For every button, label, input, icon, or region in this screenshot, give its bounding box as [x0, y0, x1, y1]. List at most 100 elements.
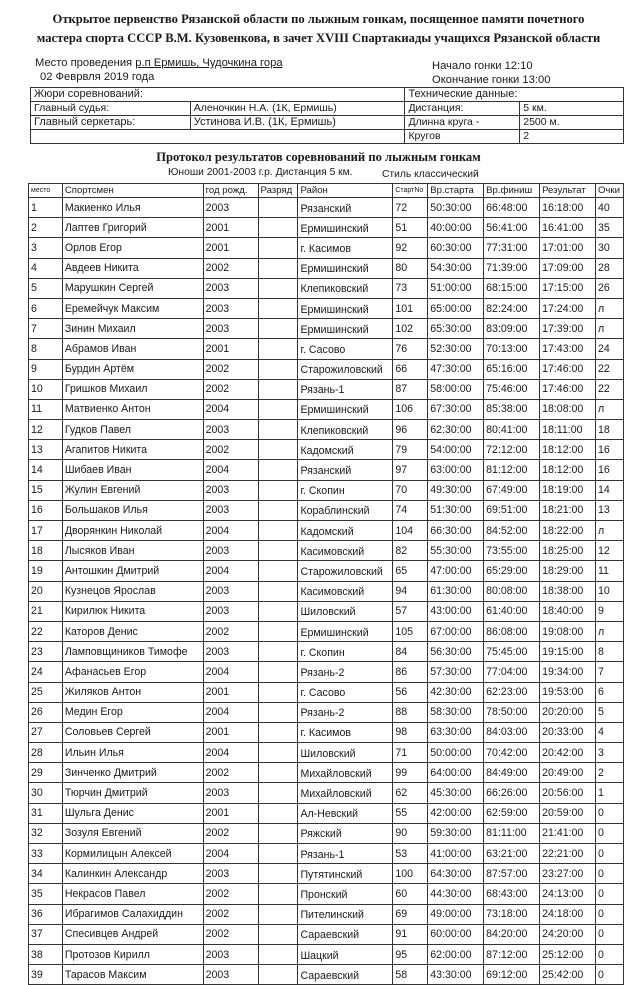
jury-technical-table: Жюри соревнований: Технические данные: Г…	[29, 87, 624, 144]
cell-rank	[257, 580, 299, 602]
cell-finish-time: 66:48:00	[483, 196, 541, 219]
cell-district: Рязань-2	[297, 701, 394, 723]
cell-start-number: 104	[392, 519, 429, 542]
cell-birth-year: 2004	[202, 701, 259, 723]
cell-rank	[257, 277, 299, 299]
cell-start-number: 55	[392, 802, 429, 824]
cell-result: 18:19:00	[539, 479, 596, 501]
cell-birth-year: 2003	[202, 499, 259, 522]
cell-place: 4	[28, 257, 63, 279]
cell-place: 32	[28, 822, 63, 845]
table-row: 5 Марушкин Сергей 2003 Клепиковский 73 51:00:…	[28, 277, 625, 299]
cell-place: 23	[28, 641, 63, 663]
cell-athlete: Кормилицын Алексей	[61, 842, 204, 865]
cell-place: 25	[28, 681, 63, 703]
cell-place: 13	[28, 439, 63, 461]
cell-finish-time: 87:12:00	[483, 943, 541, 966]
cell-athlete: Тюрчин Дмитрий	[61, 782, 204, 804]
cell-finish-time: 86:08:00	[483, 620, 541, 643]
table-row: 19 Антошкин Дмитрий 2004 Старожиловский 65 47…	[28, 560, 625, 582]
cell-place: 2	[28, 217, 63, 239]
cell-birth-year: 2004	[202, 560, 259, 582]
cell-district: Ермишинский	[297, 318, 394, 340]
cell-birth-year: 2002	[202, 903, 259, 925]
cell-start-number: 88	[392, 701, 429, 723]
cell-result: 24:20:00	[539, 923, 596, 945]
cell-birth-year: 2003	[202, 964, 259, 985]
cell-points: 0	[594, 802, 625, 824]
cell-athlete: Афанасьев Егор	[61, 661, 204, 683]
cell-birth-year: 2003	[202, 641, 259, 663]
cell-rank	[257, 661, 299, 683]
cell-result: 19:34:00	[539, 661, 596, 683]
cell-rank	[257, 964, 299, 985]
cell-athlete: Гудков Павел	[61, 419, 204, 441]
cell-result: 18:11:00	[539, 419, 596, 441]
cell-start-number: 62	[392, 782, 429, 804]
cell-result: 18:12:00	[539, 459, 596, 481]
cell-rank	[257, 762, 299, 784]
cell-result: 17:46:00	[539, 358, 596, 380]
table-row: 8 Абрамов Иван 2001 г. Сасово 76 52:30:00 70:1…	[28, 338, 625, 360]
cell-district: г. Касимов	[297, 721, 394, 744]
cell-finish-time: 75:45:00	[483, 641, 541, 663]
cell-finish-time: 77:04:00	[483, 661, 541, 683]
cell-district: Сараевский	[297, 923, 394, 945]
cell-birth-year: 2003	[202, 479, 259, 501]
cell-start-time: 66:30:00	[427, 519, 485, 542]
cell-finish-time: 87:57:00	[483, 863, 541, 885]
cell-athlete: Антошкин Дмитрий	[61, 560, 204, 582]
laps-value: 2	[519, 129, 624, 144]
cell-rank	[257, 196, 299, 219]
cell-athlete: Медин Егор	[61, 701, 204, 723]
cell-place: 1	[28, 196, 63, 219]
cell-points: 22	[594, 378, 625, 400]
cell-finish-time: 65:29:00	[483, 560, 541, 582]
cell-birth-year: 2003	[202, 943, 259, 966]
cell-district: Ермишинский	[297, 620, 394, 643]
cell-finish-time: 75:46:00	[483, 378, 541, 400]
cell-district: Рязанский	[297, 196, 394, 219]
cell-start-time: 60:30:00	[427, 237, 485, 259]
cell-points: 22	[594, 358, 625, 380]
cell-place: 3	[28, 237, 63, 259]
cell-result: 20:59:00	[539, 802, 596, 824]
cell-result: 17:09:00	[539, 257, 596, 279]
cell-finish-time: 68:43:00	[483, 883, 541, 905]
cell-start-number: 92	[392, 237, 429, 259]
cell-start-number: 60	[392, 883, 429, 905]
cell-place: 15	[28, 479, 63, 501]
cell-start-number: 74	[392, 499, 429, 522]
cell-points: 14	[594, 479, 625, 501]
chief-secretary: Устинова И.В. (1К, Ермишь)	[189, 115, 406, 130]
cell-birth-year: 2003	[202, 419, 259, 441]
column-header-start-time: Вр.старта	[427, 183, 485, 198]
cell-start-number: 66	[392, 358, 429, 380]
cell-finish-time: 84:52:00	[483, 519, 541, 542]
cell-result: 18:08:00	[539, 398, 596, 421]
cell-athlete: Бурдин Артём	[61, 358, 204, 380]
cell-start-number: 57	[392, 600, 429, 622]
document-title-line2: мастера спорта СССР В.М. Кузовенкова, в …	[36, 31, 601, 45]
cell-place: 28	[28, 742, 63, 764]
cell-points: л	[594, 398, 625, 421]
cell-rank	[257, 802, 299, 824]
cell-place: 26	[28, 701, 63, 723]
table-row: 9 Бурдин Артём 2002 Старожиловский 66 47:30:0…	[28, 358, 625, 380]
empty-cell	[29, 129, 406, 144]
cell-result: 18:25:00	[539, 540, 596, 562]
cell-birth-year: 2004	[202, 742, 259, 764]
cell-result: 17:24:00	[539, 297, 596, 320]
table-row: 1 Макиенко Илья 2003 Рязанский 72 50:30:00 66:…	[28, 196, 625, 219]
cell-start-time: 43:30:00	[427, 964, 485, 985]
cell-rank	[257, 338, 299, 360]
cell-birth-year: 2001	[202, 217, 259, 239]
cell-result: 19:08:00	[539, 620, 596, 643]
cell-start-number: 96	[392, 419, 429, 441]
distance-value: 5 км.	[519, 101, 624, 116]
cell-start-time: 47:30:00	[427, 358, 485, 380]
cell-points: 24	[594, 338, 625, 360]
table-row: 35 Некрасов Павел 2002 Пронский 60 44:30:00 68…	[28, 883, 625, 905]
cell-start-number: 72	[392, 196, 429, 219]
cell-start-time: 50:30:00	[427, 196, 485, 219]
